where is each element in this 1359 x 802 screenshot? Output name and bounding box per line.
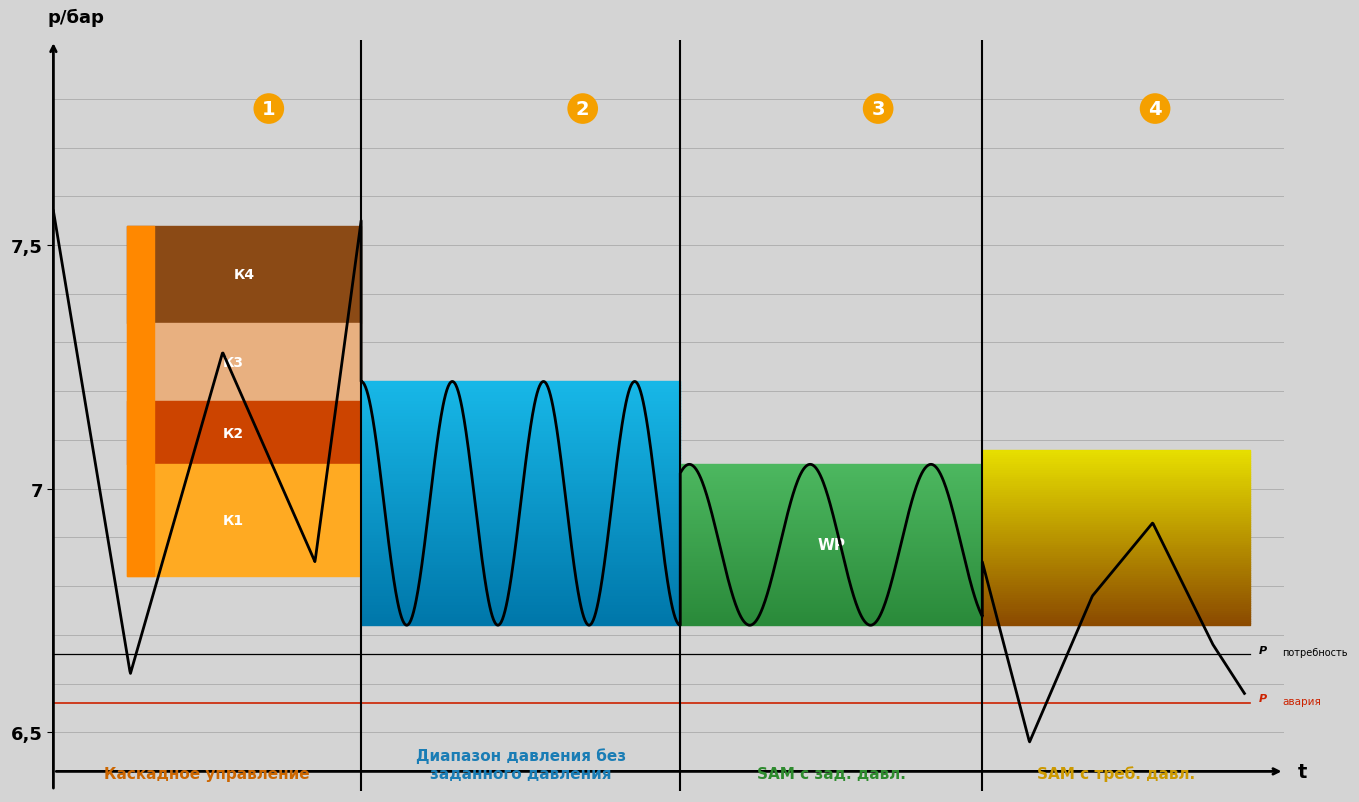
Text: 3: 3 bbox=[871, 100, 885, 119]
Text: Р: Р bbox=[1260, 694, 1268, 703]
Text: SAM с треб. давл.: SAM с треб. давл. bbox=[1037, 765, 1196, 781]
Text: WP: WP bbox=[817, 537, 845, 553]
Text: авария: авария bbox=[1282, 696, 1321, 706]
Text: К3: К3 bbox=[223, 355, 243, 370]
Text: К1: К1 bbox=[223, 514, 243, 528]
Text: К2: К2 bbox=[223, 426, 243, 440]
Text: t: t bbox=[1298, 762, 1307, 781]
Text: 1: 1 bbox=[262, 100, 276, 119]
Text: Каскадное управление: Каскадное управление bbox=[105, 766, 310, 781]
Text: Р: Р bbox=[1260, 645, 1268, 654]
Text: 2: 2 bbox=[576, 100, 590, 119]
Text: SAM с зад. давл.: SAM с зад. давл. bbox=[757, 766, 905, 781]
Text: К4: К4 bbox=[234, 268, 255, 282]
Text: 4: 4 bbox=[1148, 100, 1162, 119]
Text: р/бар: р/бар bbox=[48, 9, 105, 26]
Text: Диапазон давления без
заданного давления: Диапазон давления без заданного давления bbox=[416, 747, 625, 781]
Text: потребность: потребность bbox=[1282, 647, 1348, 657]
